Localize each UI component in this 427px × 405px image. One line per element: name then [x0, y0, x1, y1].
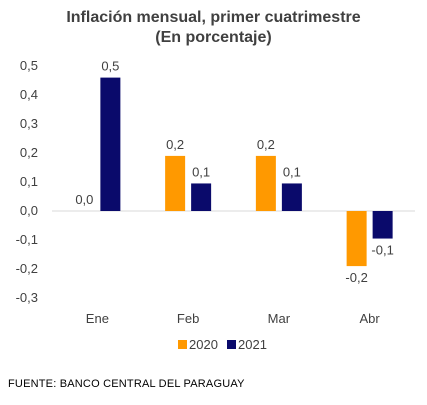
legend-swatch-2020 — [178, 340, 187, 349]
x-tick-label: Abr — [360, 311, 381, 326]
chart-title: Inflación mensual, primer cuatrimestre — [66, 9, 361, 26]
data-label: -0,2 — [345, 270, 367, 285]
y-tick-label: 0,1 — [20, 174, 38, 189]
legend: 2020 2021 — [178, 337, 267, 352]
bar-2021-feb — [191, 183, 212, 211]
x-tick-label: Feb — [177, 311, 199, 326]
legend-swatch-2021 — [227, 340, 236, 349]
chart-subtitle: (En porcentaje) — [155, 29, 272, 46]
x-axis-ticks: Ene Feb Mar Abr — [86, 311, 381, 326]
bar-2020-feb — [165, 155, 186, 211]
y-tick-label: -0,1 — [16, 232, 38, 247]
bar-2021-ene — [100, 77, 121, 211]
chart-title-block: Inflación mensual, primer cuatrimestre (… — [0, 8, 427, 48]
y-tick-label: 0,4 — [20, 87, 38, 102]
source-note: FUENTE: BANCO CENTRAL DEL PARAGUAY — [8, 378, 245, 390]
data-labels: 0,0 0,5 0,2 0,1 0,2 0,1 -0,2 -0,1 — [75, 59, 393, 286]
y-tick-label: -0,3 — [16, 290, 38, 305]
y-axis-ticks: 0,5 0,4 0,3 0,2 0,1 0,0 -0,1 -0,2 -0,3 — [16, 58, 38, 305]
y-tick-label: -0,2 — [16, 261, 38, 276]
bar-2021-abr — [372, 211, 393, 239]
data-label: 0,1 — [192, 164, 210, 179]
data-label: 0,2 — [257, 137, 275, 152]
y-tick-label: 0,0 — [20, 203, 38, 218]
y-tick-label: 0,2 — [20, 145, 38, 160]
y-tick-label: 0,5 — [20, 58, 38, 73]
bar-chart: 0,5 0,4 0,3 0,2 0,1 0,0 -0,1 -0,2 -0,3 0,0 0,5 0,2… — [16, 58, 415, 352]
x-tick-label: Mar — [268, 311, 291, 326]
bar-2020-mar — [255, 155, 276, 211]
data-label: 0,1 — [283, 164, 301, 179]
bar-2020-abr — [346, 211, 367, 267]
bar-2021-mar — [281, 183, 302, 211]
data-label: 0,0 — [75, 192, 93, 207]
legend-label: 2021 — [238, 337, 267, 352]
y-tick-label: 0,3 — [20, 116, 38, 131]
data-label: -0,1 — [371, 243, 393, 258]
legend-label: 2020 — [189, 337, 218, 352]
x-tick-label: Ene — [86, 311, 109, 326]
data-label: 0,2 — [166, 137, 184, 152]
bar-group — [100, 77, 393, 267]
data-label: 0,5 — [101, 59, 119, 74]
